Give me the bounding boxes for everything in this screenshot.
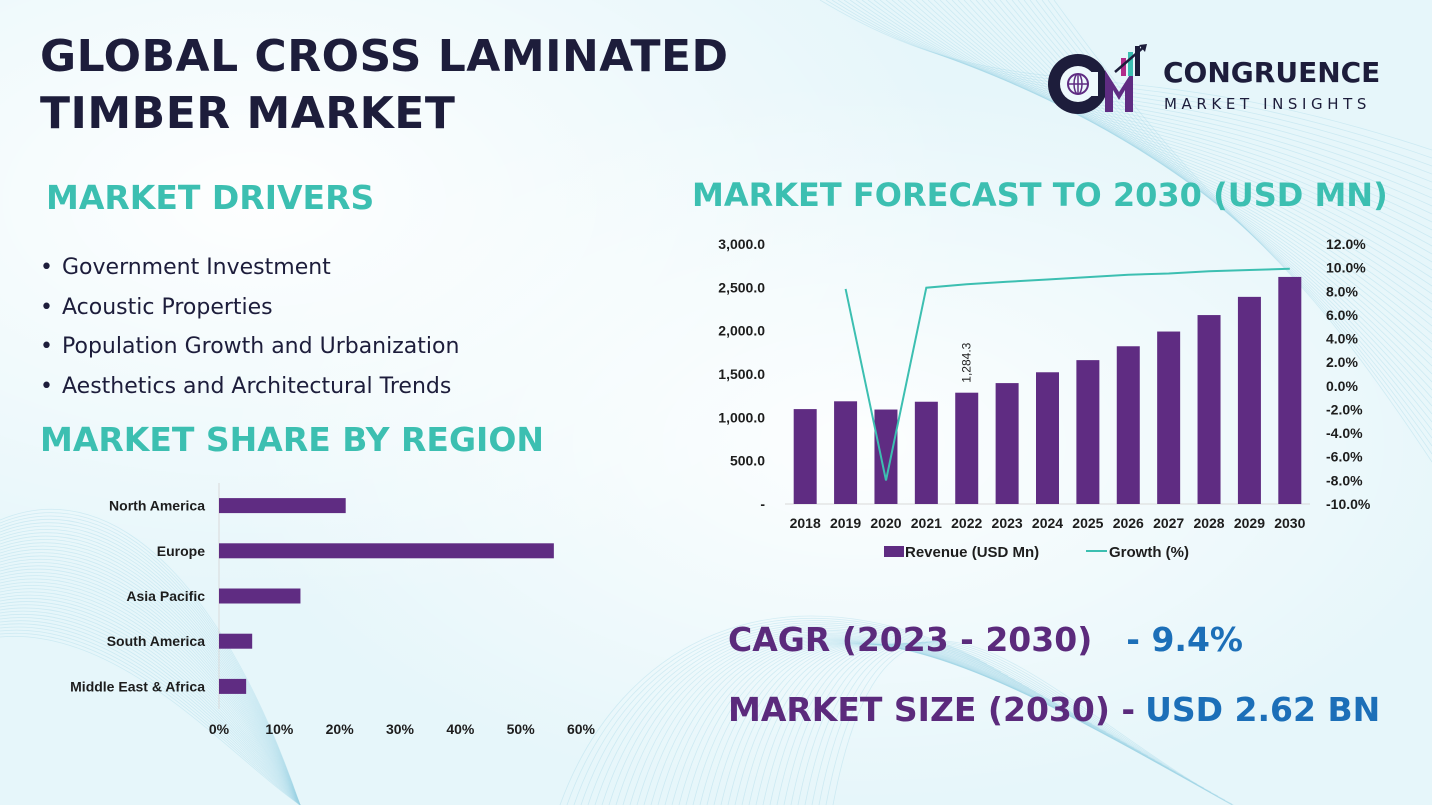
y-left-tick-label: 2,000.0 [718,323,765,339]
logo-mark-icon [1048,44,1147,114]
cagr-label: CAGR (2023 - 2030) [728,620,1093,659]
page-title-line-2: TIMBER MARKET [40,88,456,139]
revenue-bar [793,409,817,504]
x-tick-label: 60% [567,721,596,737]
region-bar [219,588,301,604]
y-right-tick-label: 6.0% [1326,307,1358,323]
x-tick-label: 2030 [1274,515,1305,531]
y-right-tick-label: 4.0% [1326,331,1358,347]
y-left-tick-label: 3,000.0 [718,236,765,252]
category-label: South America [107,633,205,649]
y-right-tick-label: 10.0% [1326,260,1366,276]
logo-subtitle: MARKET INSIGHTS [1164,95,1372,113]
list-item: • Aesthetics and Architectural Trends [40,367,459,407]
list-item: • Government Investment [40,248,459,288]
revenue-bar [1076,360,1100,504]
x-tick-label: 50% [507,721,536,737]
region-bar [219,633,253,649]
y-left-tick-label: 2,500.0 [718,279,765,295]
page-title: GLOBAL CROSS LAMINATED TIMBER MARKET [40,28,729,142]
revenue-bar [1237,296,1261,504]
driver-label: Acoustic Properties [62,294,273,320]
revenue-bar [1197,315,1221,504]
driver-label: Population Growth and Urbanization [62,334,460,360]
category-label: Middle East & Africa [70,678,205,694]
y-right-tick-label: -6.0% [1326,449,1363,465]
region-bar [219,543,554,559]
x-tick-label: 2021 [911,515,942,531]
cagr-value: - 9.4% [1126,620,1243,659]
x-tick-label: 2024 [1032,515,1063,531]
bullet-icon: • [40,373,53,399]
data-label: 1,284.3 [960,342,974,382]
y-right-tick-label: 12.0% [1326,236,1366,252]
legend-bar-swatch [884,546,904,557]
list-item: • Population Growth and Urbanization [40,327,459,367]
x-tick-label: 2020 [870,515,901,531]
x-tick-label: 0% [209,721,230,737]
y-right-tick-label: 2.0% [1326,354,1358,370]
legend-bar-label: Revenue (USD Mn) [905,544,1039,561]
y-left-tick-label: 500.0 [730,453,765,469]
x-tick-label: 2029 [1234,515,1265,531]
market-forecast-heading: MARKET FORECAST TO 2030 (USD MN) [692,176,1388,214]
revenue-bar [1036,372,1059,504]
region-bar [219,678,247,694]
growth-line [844,267,1290,481]
x-tick-label: 10% [265,721,294,737]
y-right-tick-label: 0.0% [1326,378,1358,394]
legend-line-label: Growth (%) [1109,544,1189,561]
x-tick-label: 2022 [951,515,982,531]
category-label: Asia Pacific [126,588,205,604]
bullet-icon: • [40,334,53,360]
x-tick-label: 2028 [1193,515,1224,531]
market-size-stat: MARKET SIZE (2030) - USD 2.62 BN [728,690,1380,729]
y-left-tick-label: 1,500.0 [718,366,765,382]
driver-label: Government Investment [62,255,331,281]
bullet-icon: • [40,294,53,320]
x-tick-label: 40% [446,721,475,737]
revenue-bar [874,409,898,504]
region-bar [219,498,346,514]
revenue-bar [834,401,858,504]
x-tick-label: 2027 [1153,515,1184,531]
list-item: • Acoustic Properties [40,288,459,328]
revenue-bar [995,383,1019,504]
y-right-tick-label: -10.0% [1326,496,1371,512]
y-right-tick-label: -2.0% [1326,401,1363,417]
company-logo: CONGRUENCE MARKET INSIGHTS [1045,42,1405,120]
cagr-stat: CAGR (2023 - 2030) - 9.4% [728,620,1243,659]
market-size-value: USD 2.62 BN [1145,690,1381,729]
category-label: North America [109,498,205,514]
y-right-tick-label: 8.0% [1326,283,1358,299]
y-left-tick-label: 1,000.0 [718,409,765,425]
x-tick-label: 2026 [1113,515,1144,531]
x-tick-label: 2018 [790,515,821,531]
bullet-icon: • [40,255,53,281]
revenue-bar [1278,276,1302,504]
logo-name: CONGRUENCE [1163,56,1381,89]
x-tick-label: 2023 [992,515,1023,531]
x-tick-label: 30% [386,721,415,737]
market-drivers-list: • Government Investment • Acoustic Propert… [40,248,459,406]
market-size-label: MARKET SIZE (2030) - [728,690,1136,729]
revenue-bar [1116,346,1140,504]
market-share-heading: MARKET SHARE BY REGION [40,420,544,459]
revenue-bar [1157,331,1181,504]
revenue-bar [914,401,938,504]
market-drivers-heading: MARKET DRIVERS [46,178,375,217]
y-left-tick-label: - [760,496,765,512]
x-tick-label: 2025 [1072,515,1103,531]
x-tick-label: 2019 [830,515,861,531]
driver-label: Aesthetics and Architectural Trends [62,373,452,399]
y-right-tick-label: -8.0% [1326,472,1363,488]
y-right-tick-label: -4.0% [1326,425,1363,441]
revenue-bar [955,392,979,504]
category-label: Europe [157,543,205,559]
page-title-line-1: GLOBAL CROSS LAMINATED [40,31,729,82]
x-tick-label: 20% [326,721,355,737]
